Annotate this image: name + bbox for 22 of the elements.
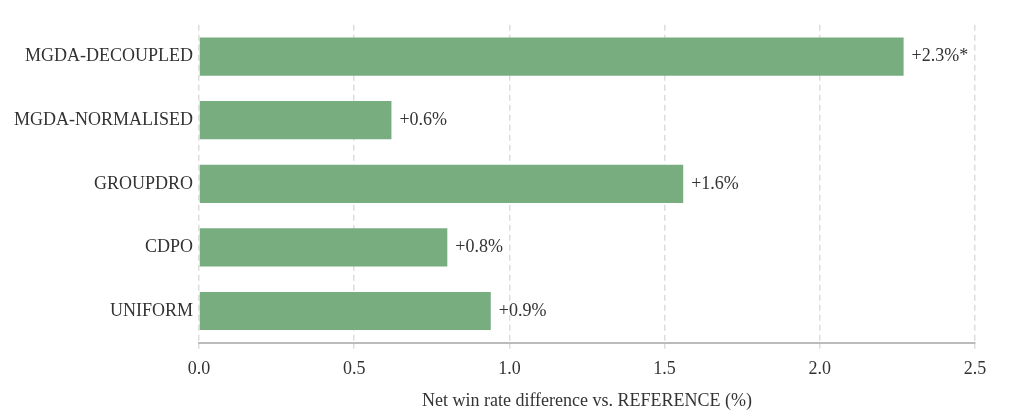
bar <box>199 164 684 203</box>
x-tick-label: 0.0 <box>187 358 211 379</box>
y-tick-label: MGDA-NORMALISED <box>14 108 193 129</box>
x-tick-label: 1.5 <box>653 358 676 379</box>
x-tick-label: 0.5 <box>342 358 366 379</box>
y-tick-label: MGDA-DECOUPLED <box>25 45 193 66</box>
y-tick-label: CDPO <box>144 236 193 257</box>
bar <box>199 101 392 140</box>
y-tick-label: UNIFORM <box>109 299 193 320</box>
data-label: +2.3%* <box>911 45 969 66</box>
y-tick-label: GROUPDRO <box>93 172 193 193</box>
bar <box>199 37 904 76</box>
data-label: +1.6% <box>691 172 739 193</box>
bar <box>199 228 448 267</box>
bar <box>199 291 491 331</box>
x-tick-label: 1.0 <box>498 358 521 379</box>
x-tick-label: 2.0 <box>808 358 832 379</box>
data-label: +0.9% <box>498 299 547 320</box>
data-label: +0.8% <box>455 236 503 257</box>
data-label: +0.6% <box>399 108 448 129</box>
x-tick-label: 2.5 <box>963 358 987 379</box>
x-axis-title: Net win rate difference vs. REFERENCE (%) <box>421 389 753 411</box>
